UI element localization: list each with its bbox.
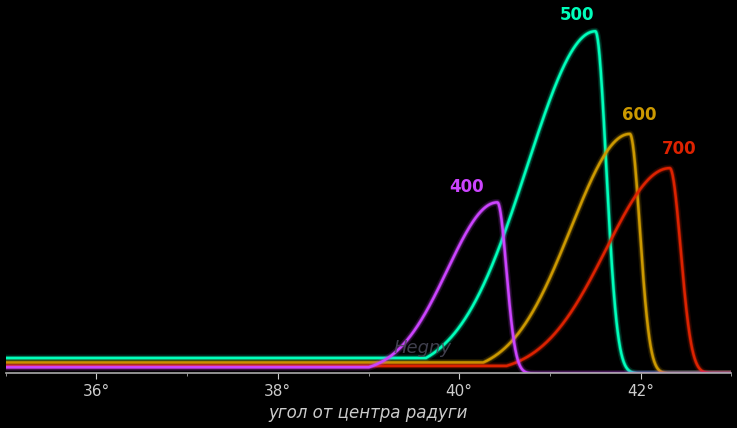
Text: 500: 500 — [560, 6, 595, 24]
Text: 400: 400 — [449, 178, 483, 196]
Text: Hegny: Hegny — [394, 339, 452, 357]
Text: 600: 600 — [621, 106, 656, 124]
X-axis label: угол от центра радуги: угол от центра радуги — [269, 404, 468, 422]
Text: 700: 700 — [662, 140, 696, 158]
